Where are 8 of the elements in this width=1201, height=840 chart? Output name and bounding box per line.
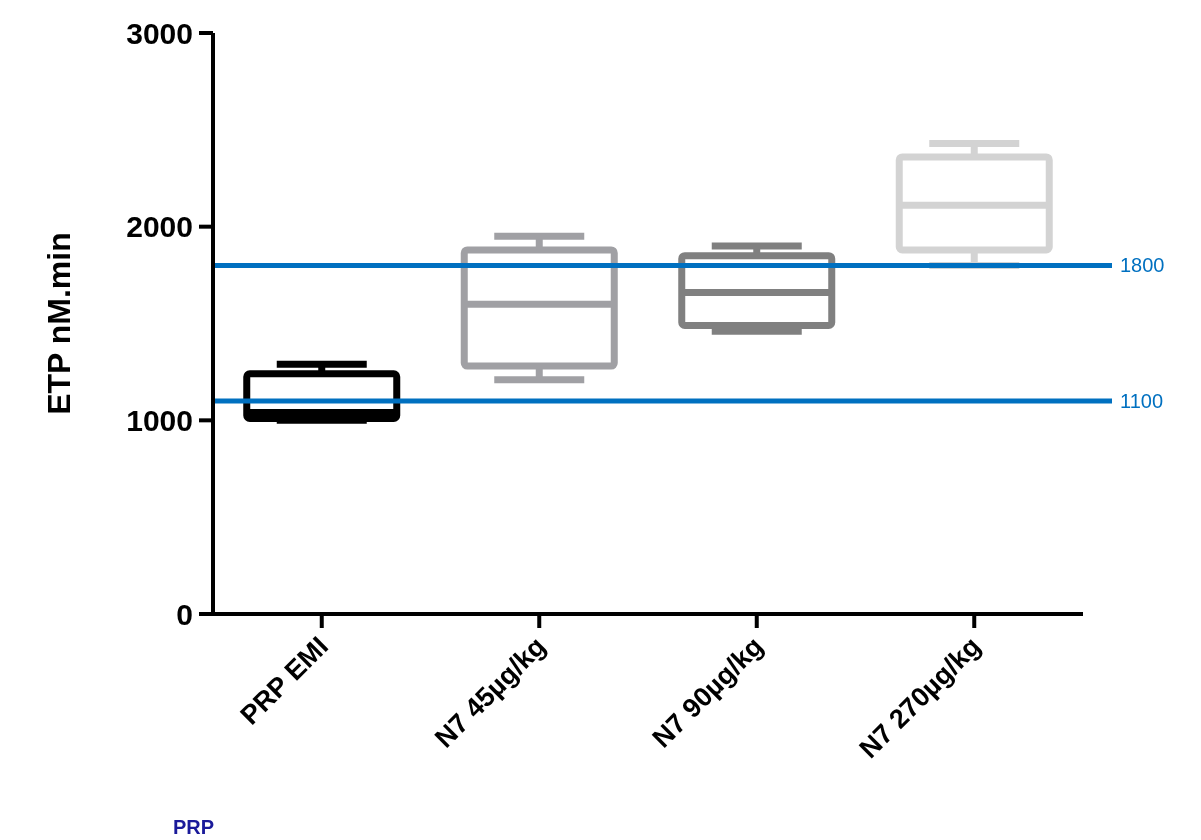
y-axis-title: ETP nM.min — [41, 232, 77, 415]
y-tick-label: 1000 — [126, 403, 193, 437]
ref-line-label: 1100 — [1120, 389, 1164, 412]
y-tick-label: 0 — [176, 597, 193, 631]
text: PRP — [173, 816, 215, 838]
y-tick-label: 2000 — [126, 210, 193, 244]
y-tick-label: 3000 — [126, 16, 193, 50]
ref-line-label: 1800 — [1120, 254, 1165, 277]
